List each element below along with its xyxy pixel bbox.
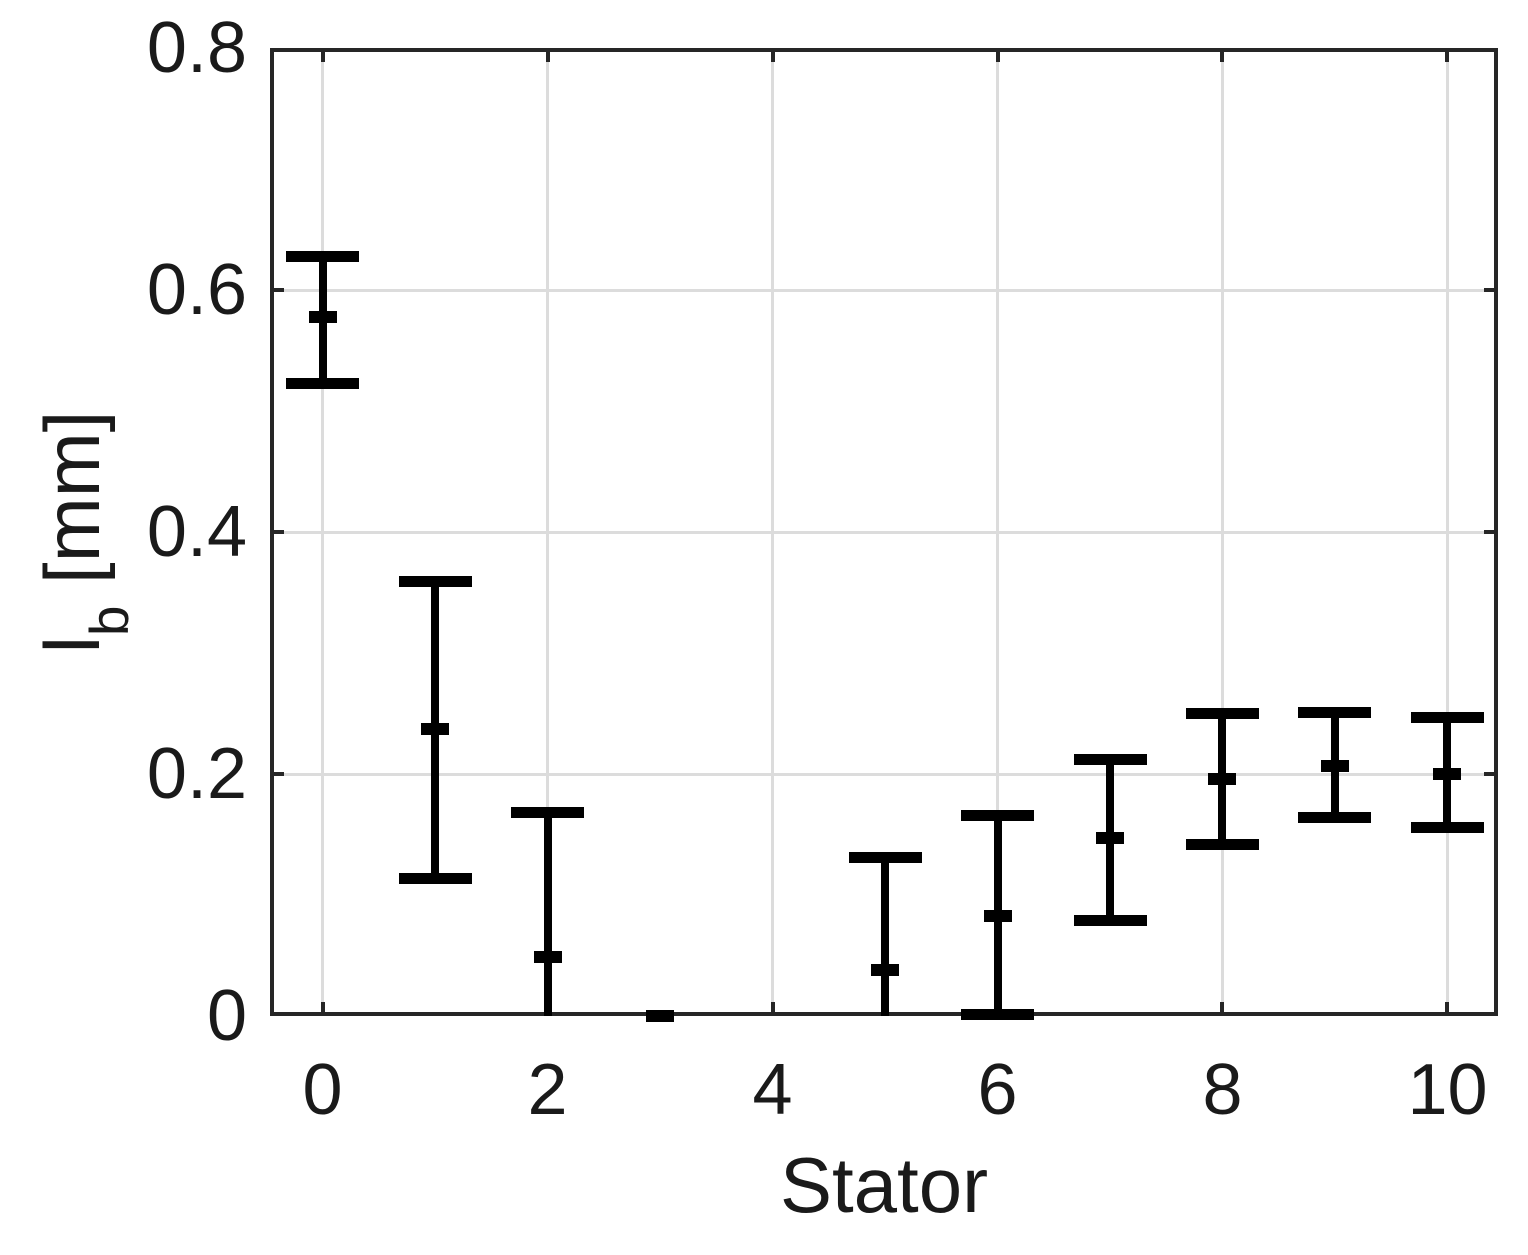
x-tick-label: 4 [752, 1050, 793, 1130]
x-axis-tick [1220, 1002, 1225, 1016]
error-bar-cap-top [1073, 753, 1147, 765]
data-point-marker [308, 310, 337, 323]
x-tick-label: 10 [1407, 1050, 1488, 1130]
y-tick-label: 0 [206, 976, 247, 1056]
y-tick-label: 0.2 [146, 734, 247, 814]
data-point-marker [421, 723, 450, 736]
gridline-horizontal [270, 530, 1498, 534]
y-axis-tick-right [1484, 288, 1498, 292]
error-bar-line [881, 857, 889, 1016]
y-axis-label-unit: [mm] [28, 410, 116, 606]
x-axis-label: Stator [779, 1141, 989, 1229]
x-axis-tick-top [1220, 48, 1225, 62]
error-bar-cap-bottom [286, 377, 360, 389]
error-bar-cap-bottom [1073, 914, 1147, 926]
data-point-marker [1320, 759, 1349, 772]
data-point-marker [533, 950, 562, 963]
error-bar-line [543, 812, 552, 1016]
error-bar-cap-bottom [1410, 821, 1484, 833]
y-axis-tick [270, 772, 284, 776]
data-point-marker [871, 964, 899, 977]
y-tick-label: 0.6 [146, 250, 247, 330]
error-bar-cap-bottom [1185, 838, 1259, 850]
gridline-horizontal [270, 288, 1498, 292]
x-axis-tick-top [995, 48, 1000, 62]
x-axis-tick-top [545, 48, 550, 62]
x-axis-tick [320, 1002, 325, 1016]
gridline-horizontal [270, 772, 1498, 776]
error-bar-cap-bottom [398, 872, 472, 884]
x-axis-tick-top [1445, 48, 1450, 62]
error-bar-cap-top [961, 809, 1034, 821]
x-axis-tick [770, 1002, 775, 1016]
data-point-marker [1433, 768, 1462, 780]
x-tick-label: 8 [1202, 1050, 1243, 1130]
error-bar-cap-bottom [961, 1009, 1034, 1021]
data-point-marker [646, 1010, 675, 1022]
error-bar-cap-top [398, 576, 472, 588]
error-bar-cap-top [848, 851, 922, 863]
error-bar-cap-top [1185, 708, 1259, 719]
y-axis-tick-right [1484, 772, 1498, 776]
y-axis-tick [270, 530, 284, 534]
y-axis-tick [270, 288, 284, 292]
y-tick-label: 0.8 [146, 8, 247, 88]
x-tick-label: 2 [527, 1050, 568, 1130]
x-tick-label: 0 [302, 1050, 343, 1130]
data-point-marker [1096, 832, 1124, 845]
error-bar-cap-top [1298, 706, 1372, 718]
y-axis-label: lb [mm] [28, 411, 140, 654]
x-axis-tick-top [770, 48, 775, 62]
error-bar-cap-top [286, 250, 360, 262]
x-tick-label: 6 [977, 1050, 1018, 1130]
error-bar-cap-top [511, 807, 585, 819]
plot-area [270, 48, 1498, 1022]
x-axis-tick-top [320, 48, 325, 62]
y-axis-label-subscript: b [78, 605, 140, 636]
y-tick-label: 0.4 [146, 492, 247, 572]
y-axis-label-symbol: l [28, 636, 116, 654]
data-point-marker [983, 909, 1012, 922]
data-point-marker [1208, 772, 1237, 785]
error-bar-cap-bottom [1298, 812, 1372, 824]
error-bar-cap-top [1410, 711, 1484, 723]
y-axis-tick-right [1484, 530, 1498, 534]
x-axis-tick [1445, 1002, 1450, 1016]
